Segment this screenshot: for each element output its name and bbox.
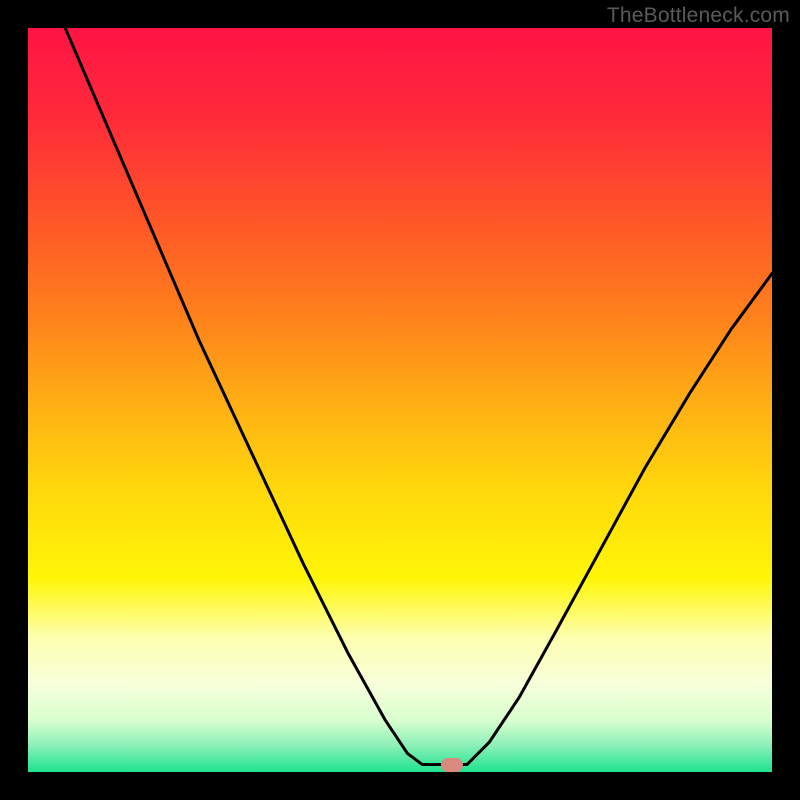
chart-outer-frame: TheBottleneck.com	[0, 0, 800, 800]
watermark-text: TheBottleneck.com	[607, 4, 790, 28]
curve-layer	[28, 28, 772, 772]
optimum-marker	[441, 758, 463, 772]
plot-area	[28, 28, 772, 772]
bottleneck-curve	[65, 28, 772, 765]
